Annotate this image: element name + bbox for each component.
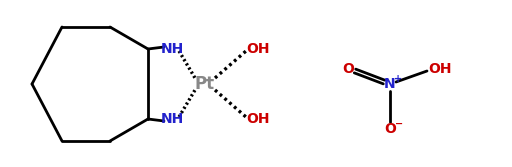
Text: N: N	[384, 77, 396, 91]
Text: +: +	[394, 74, 402, 84]
Text: O: O	[342, 62, 354, 76]
Text: Pt: Pt	[195, 75, 215, 93]
Text: OH: OH	[246, 42, 270, 56]
Text: NH: NH	[160, 42, 184, 56]
Text: −: −	[395, 119, 403, 129]
Text: NH: NH	[160, 112, 184, 126]
Text: OH: OH	[246, 112, 270, 126]
Text: OH: OH	[428, 62, 452, 76]
Text: O: O	[384, 122, 396, 136]
